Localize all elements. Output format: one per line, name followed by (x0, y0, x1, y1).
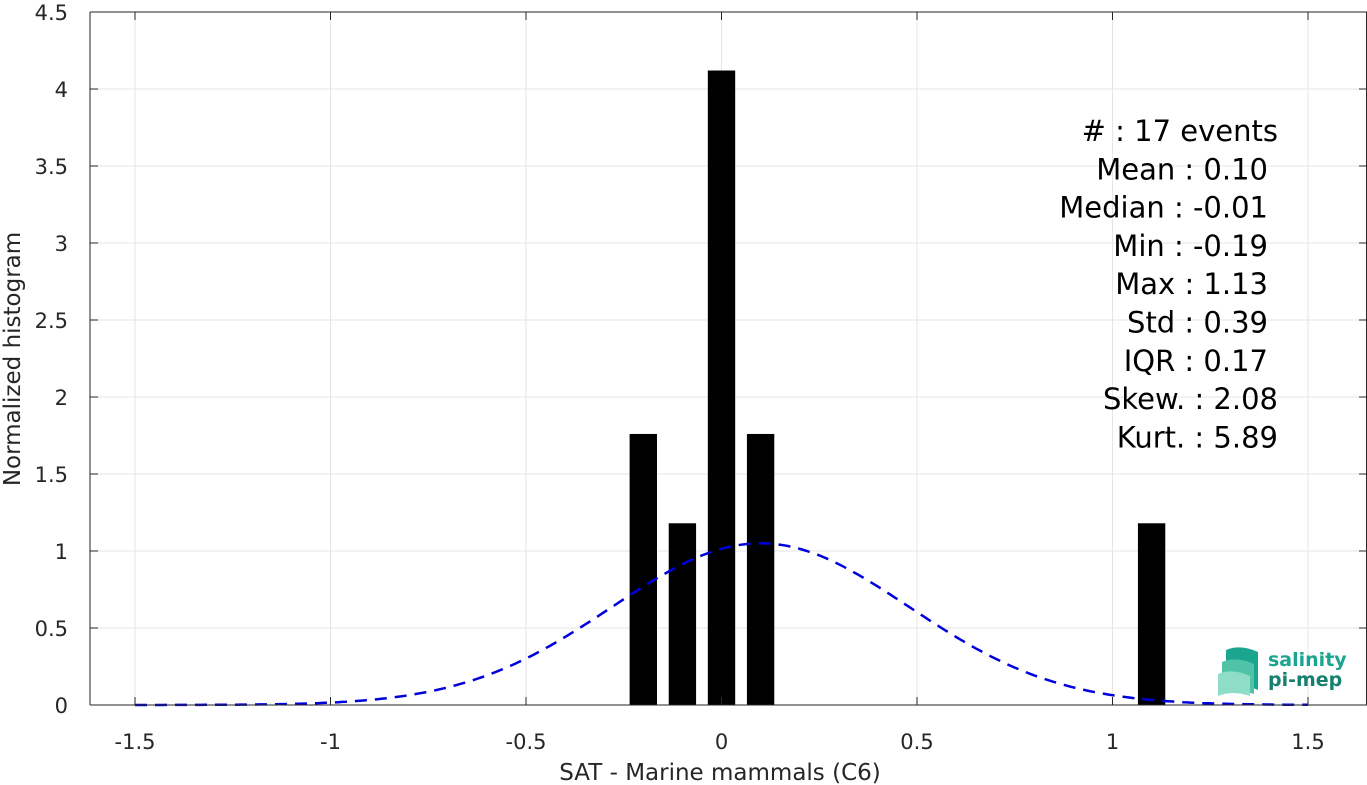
y-ticks: 0 0.5 1 1.5 2 2.5 3 3.5 4 4.5 (35, 1, 1367, 718)
salinity-pi-mep-logo: salinity pi-mep (1218, 647, 1347, 696)
x-ticks: -1.5 -1 -0.5 0 0.5 1 1.5 (115, 12, 1325, 754)
y-tick-label: 3 (55, 232, 68, 256)
y-tick-label: 0.5 (35, 617, 68, 641)
waves-icon (1218, 647, 1258, 696)
stat-line: Std : 0.39 (1127, 306, 1268, 340)
x-tick-label: -1.5 (115, 730, 156, 754)
stat-line: Skew. : 2.08 (1103, 382, 1278, 416)
y-tick-label: 0 (55, 694, 68, 718)
stat-line: IQR : 0.17 (1124, 344, 1268, 378)
y-tick-label: 3.5 (35, 155, 68, 179)
x-tick-label: -1 (320, 730, 341, 754)
histogram-bar (707, 70, 736, 705)
normal-fit-curve (135, 542, 1308, 707)
y-axis-title: Normalized histogram (0, 232, 26, 486)
y-tick-label: 4 (55, 78, 68, 102)
histogram-bars (629, 70, 1166, 705)
histogram-bar (1137, 523, 1166, 705)
x-axis-title: SAT - Marine mammals (C6) (559, 760, 881, 785)
svg-text:pi-mep: pi-mep (1268, 669, 1342, 691)
y-tick-label: 1.5 (35, 463, 68, 487)
stat-line: Max : 1.13 (1115, 267, 1268, 301)
stat-line: Mean : 0.10 (1096, 152, 1268, 186)
y-tick-label: 1 (55, 540, 68, 564)
y-tick-label: 2.5 (35, 309, 68, 333)
x-tick-label: 1.5 (1291, 730, 1324, 754)
y-tick-label: 4.5 (35, 1, 68, 25)
x-tick-label: 0 (715, 730, 728, 754)
stat-line: Kurt. : 5.89 (1117, 420, 1278, 454)
histogram-bar (668, 523, 697, 705)
stat-line: Min : -0.19 (1113, 229, 1268, 263)
x-tick-label: 1 (1106, 730, 1119, 754)
stat-line: # : 17 events (1082, 114, 1278, 148)
x-tick-label: 0.5 (900, 730, 933, 754)
y-tick-label: 2 (55, 386, 68, 410)
stat-line: Median : -0.01 (1059, 191, 1268, 225)
x-tick-label: -0.5 (506, 730, 547, 754)
stats-box: # : 17 events Mean : 0.10 Median : -0.01 Mi… (1059, 114, 1278, 454)
histogram-bar (629, 433, 657, 705)
histogram-bar (746, 433, 775, 705)
svg-text:salinity: salinity (1268, 649, 1347, 671)
